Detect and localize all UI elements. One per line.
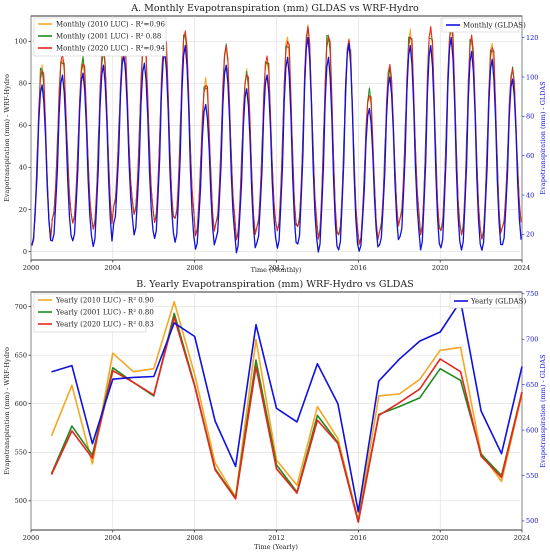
panel-a-ylabel-right: Evapotranspiration (mm) - GLDAS [539,81,547,194]
x-tick-label: 2020 [432,264,449,272]
legend-label: Yearly (2001 LUC) - R² 0.80 [55,309,154,317]
x-tick-label: 2024 [514,534,531,542]
y-tick-label-left: 60 [19,122,27,130]
y-tick-label-right: 20 [526,231,534,239]
x-tick-label: 2008 [186,264,203,272]
panel-b-ylabel-left: Evapotranspiration (mm) - WRF-Hydro [3,347,11,475]
panel-a-xlabel: Time (Monthly) [251,266,302,274]
series-gldas-line [51,300,523,513]
x-tick-label: 2004 [105,534,122,542]
x-tick-label: 2012 [268,534,285,542]
y-tick-label-left: 100 [15,38,27,46]
panel-a-ticks: 2000 2004 2008 2012 2016 2020 2024 0 20 40 60 80 100… [15,34,539,272]
x-tick-label: 2024 [514,264,531,272]
panel-a-legend-right: Monthly (GLDAS) [441,17,526,33]
y-tick-label-right: 750 [526,290,538,298]
y-tick-label-left: 650 [15,351,27,359]
x-tick-label: 2016 [350,534,367,542]
panel-b-series [50,300,523,523]
series-2010-luc-line [50,300,523,522]
panel-b-legend-right: Yearly (GLDAS) [449,293,527,309]
y-tick-label-left: 550 [15,449,27,457]
legend-label: Yearly (GLDAS) [470,298,527,306]
y-tick-label-left: 80 [19,80,27,88]
x-tick-label: 2000 [23,264,40,272]
panel-a-ylabel-left: Evapotranspiration (mm) - WRF-Hydro [3,74,11,202]
legend-label: Yearly (2010 LUC) - R² 0.90 [55,297,154,305]
series-2001-luc-line [50,312,523,523]
y-tick-label-left: 600 [15,400,27,408]
series-2020-luc-line [31,26,522,247]
x-tick-label: 2008 [186,534,203,542]
series-2020-luc-line [50,316,523,523]
panel-a-title: A. Monthly Evapotranspiration (mm) GLDAS… [130,3,419,14]
panel-a-series [31,22,522,254]
y-tick-label-right: 700 [526,336,538,344]
y-tick-label-right: 40 [526,191,534,199]
y-tick-label-left: 700 [15,303,27,311]
y-tick-label-left: 40 [19,164,27,172]
legend-label: Monthly (2020 LUC) - R²=0.94 [56,45,166,53]
y-tick-label-left: 0 [23,248,27,256]
panel-b-xlabel: Time (Yearly) [254,543,298,551]
legend-label: Yearly (2020 LUC) - R² 0.83 [55,321,154,329]
y-tick-label-right: 120 [526,34,538,42]
legend-label: Monthly (2010 LUC) - R²=0.96 [56,21,166,29]
y-tick-label-right: 650 [526,381,538,389]
panel-b-title: B. Yearly Evapotranspiration (mm) WRF-Hy… [136,279,413,290]
series-gldas-line [31,36,522,254]
panel-b-ticks: 2000 2004 2008 2012 2016 2020 2024 500 550 600 650… [15,290,539,542]
y-tick-label-right: 550 [526,472,538,480]
y-tick-label-right: 100 [526,73,538,81]
x-tick-label: 2012 [268,264,285,272]
y-tick-label-right: 80 [526,113,534,121]
panel-a-legend-left: Monthly (2010 LUC) - R²=0.96 Monthly (20… [33,17,167,57]
x-tick-label: 2000 [23,534,40,542]
y-tick-label-right: 600 [526,426,538,434]
legend-label: Monthly (GLDAS) [463,22,526,30]
panel-b-ylabel-right: Evapotranspiration (mm) - GLDAS [539,354,547,467]
y-tick-label-right: 500 [526,517,538,525]
x-tick-label: 2004 [105,264,122,272]
y-tick-label-left: 500 [15,497,27,505]
x-tick-label: 2016 [350,264,367,272]
panel-b-legend-left: Yearly (2010 LUC) - R² 0.90 Yearly (2001… [33,293,154,333]
legend-label: Monthly (2001 LUC) - R² 0.88 [56,33,161,41]
x-tick-label: 2020 [432,534,449,542]
y-tick-label-left: 20 [19,206,27,214]
y-tick-label-right: 60 [526,152,534,160]
panel-b-grid [30,292,523,530]
